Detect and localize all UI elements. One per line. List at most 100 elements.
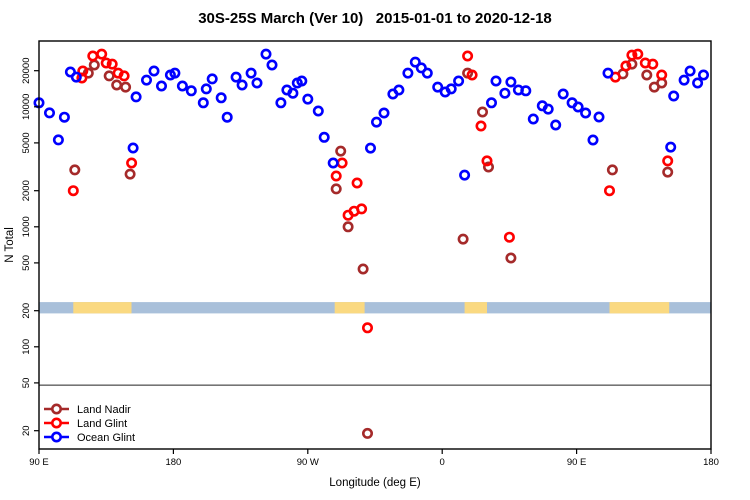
data-point xyxy=(697,69,709,81)
data-point xyxy=(527,113,539,125)
y-axis: 20 50 100 200 500 1000 2000 5000 10000 20000 xyxy=(21,57,39,436)
data-point xyxy=(245,67,257,79)
x-tick-label: 90 W xyxy=(297,457,319,468)
data-point xyxy=(550,119,562,131)
chart-title: 30S-25S March (Ver 10) 2015-01-01 to 202… xyxy=(198,10,552,27)
data-point xyxy=(215,92,227,104)
data-point xyxy=(459,169,471,181)
y-tick-label: 10000 xyxy=(21,94,32,120)
plot-border xyxy=(38,40,712,450)
data-point xyxy=(485,97,497,109)
data-point xyxy=(103,70,115,82)
data-point xyxy=(580,107,592,119)
y-tick-label: 50 xyxy=(21,378,32,389)
data-point xyxy=(593,111,605,123)
data-point xyxy=(336,157,348,169)
data-point xyxy=(476,106,488,118)
data-point xyxy=(176,80,188,92)
data-point xyxy=(421,67,433,79)
data-point xyxy=(330,183,342,195)
data-point xyxy=(490,75,502,87)
data-point xyxy=(482,161,494,173)
data-point xyxy=(130,91,142,103)
data-point xyxy=(275,97,287,109)
y-tick-label: 2000 xyxy=(21,180,32,201)
y-tick-label: 20000 xyxy=(21,57,32,83)
legend-label: Land Nadir xyxy=(77,404,131,416)
data-point xyxy=(665,141,677,153)
x-tick-label: 0 xyxy=(440,457,445,468)
data-point xyxy=(120,81,132,93)
data-point xyxy=(602,67,614,79)
legend-key-circle xyxy=(50,417,62,429)
data-point xyxy=(542,103,554,115)
data-point xyxy=(603,185,615,197)
data-point xyxy=(69,164,81,176)
data-point xyxy=(251,77,263,89)
data-point xyxy=(378,107,390,119)
land-strip xyxy=(609,302,670,314)
data-point xyxy=(296,75,308,87)
data-point xyxy=(330,170,342,182)
data-point xyxy=(230,71,242,83)
data-point xyxy=(88,59,100,71)
legend-label: Ocean Glint xyxy=(77,432,135,444)
data-point xyxy=(141,74,153,86)
data-point xyxy=(357,263,369,275)
legend: Land Nadir Land Glint Ocean Glint xyxy=(44,403,135,444)
y-tick-label: 20 xyxy=(21,425,32,436)
data-point xyxy=(626,49,638,61)
data-point xyxy=(312,105,324,117)
data-point xyxy=(402,67,414,79)
data-point xyxy=(118,70,130,82)
x-axis: 90 E 180 90 W 0 90 E 180 xyxy=(29,449,719,468)
data-point xyxy=(641,69,653,81)
data-point xyxy=(415,62,427,74)
coastline-band xyxy=(39,302,711,314)
data-point xyxy=(236,79,248,91)
data-point xyxy=(67,185,79,197)
data-point xyxy=(266,59,278,71)
data-point xyxy=(409,56,421,68)
data-point xyxy=(678,74,690,86)
data-point xyxy=(70,71,82,83)
data-point xyxy=(197,97,209,109)
legend-key-circle xyxy=(50,403,62,415)
x-tick-label: 180 xyxy=(703,457,719,468)
data-point xyxy=(106,58,118,70)
data-point xyxy=(169,67,181,79)
y-tick-label: 1000 xyxy=(21,216,32,237)
data-point xyxy=(52,134,64,146)
data-point xyxy=(453,75,465,87)
land-strip xyxy=(334,302,365,314)
data-point xyxy=(148,65,160,77)
data-point xyxy=(361,427,373,439)
data-point xyxy=(668,90,680,102)
data-point xyxy=(647,58,659,70)
data-point xyxy=(499,87,511,99)
ocean-strip xyxy=(39,302,711,314)
y-tick-label: 100 xyxy=(21,339,32,355)
series-land-glint xyxy=(67,48,674,334)
data-point xyxy=(684,65,696,77)
data-point xyxy=(156,80,168,92)
data-point xyxy=(58,111,70,123)
data-point xyxy=(127,142,139,154)
data-point xyxy=(124,168,136,180)
data-point xyxy=(200,83,212,95)
data-point xyxy=(287,87,299,99)
y-tick-label: 200 xyxy=(21,303,32,319)
data-point xyxy=(185,85,197,97)
data-point xyxy=(462,50,474,62)
series-ocean-glint xyxy=(33,48,709,181)
data-point xyxy=(457,233,469,245)
x-tick-label: 90 E xyxy=(29,457,49,468)
y-tick-label: 5000 xyxy=(21,132,32,153)
data-point xyxy=(692,77,704,89)
data-point xyxy=(100,57,112,69)
data-point xyxy=(572,101,584,113)
data-point xyxy=(351,177,363,189)
data-point xyxy=(364,142,376,154)
